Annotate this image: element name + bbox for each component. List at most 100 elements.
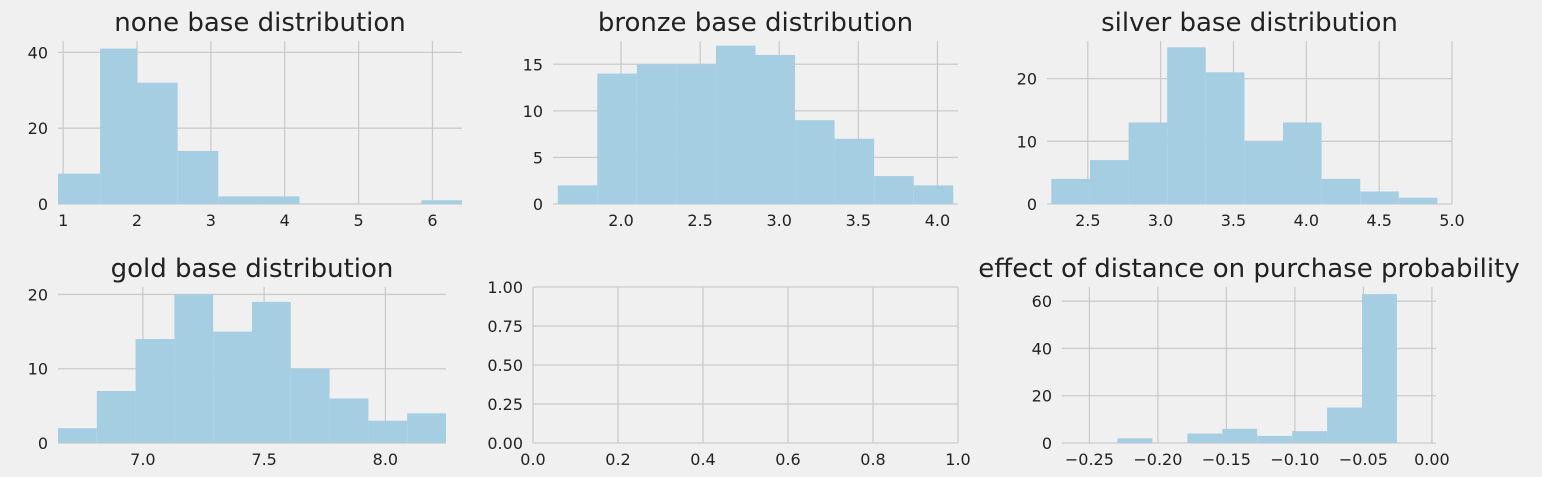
x-tick-label: 2 (132, 211, 142, 230)
x-tick-label: 7.5 (251, 450, 276, 469)
x-tick-label: −0.10 (1270, 450, 1319, 469)
x-tick-label: 0.6 (775, 450, 800, 469)
x-tick-label: −0.20 (1133, 450, 1182, 469)
y-tick-label: 5 (533, 148, 543, 167)
histogram-bar (1244, 141, 1284, 204)
subplot-1: 1 2 3 4 5 6 0 20 40 none base distribution (28, 8, 462, 230)
x-tick-label: 7.0 (130, 450, 155, 469)
histogram-bar (1222, 428, 1258, 443)
y-tick-label: 10 (1017, 132, 1037, 151)
y-tick-label: 0 (38, 434, 48, 453)
x-tick-label: 4.0 (925, 211, 950, 230)
histogram-bar (1321, 178, 1361, 204)
subplot-4: 7.0 7.5 8.0 0 10 20 gold base distribution (28, 254, 446, 469)
subplot-6: −0.25 −0.20 −0.15 −0.10 −0.05 0.00 0 20 40 60 effe… (978, 254, 1519, 469)
histogram-bar (1283, 122, 1322, 204)
histogram-bar (874, 176, 914, 204)
histogram-bar (1051, 178, 1090, 204)
subplot-3: 2.5 3.0 3.5 4.0 4.5 5.0 0 10 20 silver base distr… (1017, 8, 1465, 230)
y-tick-label: 60 (1032, 292, 1052, 311)
histogram-bar (96, 391, 136, 443)
histogram-bar (177, 150, 219, 204)
x-tick-label: 0.00 (1414, 450, 1450, 469)
chart-title: effect of distance on purchase probabili… (978, 254, 1519, 284)
y-tick-label: 10 (523, 102, 543, 121)
histogram-bar (368, 420, 408, 443)
x-tick-label: 2.5 (1075, 211, 1100, 230)
histogram-bar (676, 64, 716, 205)
y-tick-label: 20 (1032, 387, 1052, 406)
histogram-bar (1327, 407, 1363, 443)
chart-title: silver base distribution (1101, 8, 1398, 38)
x-tick-label: −0.15 (1202, 450, 1251, 469)
histogram-bar (834, 138, 875, 204)
histogram-bar (715, 45, 756, 205)
x-tick-label: 3.5 (1221, 211, 1246, 230)
histogram-bar (407, 413, 446, 443)
histogram-bar (1187, 433, 1223, 443)
x-tick-label: 4.5 (1366, 211, 1391, 230)
chart-title: gold base distribution (111, 254, 394, 284)
y-tick-label: 0.75 (487, 317, 523, 336)
histogram-bar (1257, 435, 1293, 443)
histogram-bar (1398, 197, 1438, 204)
x-tick-label: 6 (427, 211, 437, 230)
x-tick-label: 3 (206, 211, 216, 230)
x-tick-label: 0.4 (690, 450, 715, 469)
x-tick-label: 4.0 (1294, 211, 1319, 230)
histogram-bar (290, 368, 330, 443)
y-tick-label: 20 (28, 285, 48, 304)
histogram-bar (421, 200, 462, 204)
histogram-bar (100, 48, 138, 205)
y-tick-label: 0 (1027, 195, 1037, 214)
x-tick-label: 8.0 (373, 450, 398, 469)
histogram-bar (218, 196, 259, 204)
x-tick-label: −0.05 (1339, 450, 1388, 469)
histogram-bar (1089, 160, 1129, 204)
x-tick-label: 2.0 (608, 211, 633, 230)
histogram-bar (1128, 122, 1168, 204)
y-tick-label: 0 (1042, 434, 1052, 453)
histogram-bar (1292, 431, 1328, 443)
subplot-2: 2.0 2.5 3.0 3.5 4.0 0 5 10 15 bronze base distrib… (523, 8, 958, 230)
histogram-bar (597, 73, 637, 204)
histogram-bar (252, 301, 291, 443)
x-tick-label: 2.5 (687, 211, 712, 230)
x-tick-label: −0.25 (1065, 450, 1114, 469)
y-tick-label: 20 (1017, 70, 1037, 89)
x-tick-label: 3.0 (1148, 211, 1173, 230)
subplot-5: 0.0 0.2 0.4 0.6 0.8 1.0 0.00 0.25 0.50 0.75 1.00 (487, 278, 970, 469)
y-tick-label: 0.00 (487, 434, 523, 453)
x-tick-label: 0.8 (860, 450, 885, 469)
x-tick-label: 4 (280, 211, 290, 230)
y-tick-label: 1.00 (487, 278, 523, 297)
y-tick-label: 15 (523, 55, 543, 74)
y-tick-label: 0.25 (487, 395, 523, 414)
histogram-bar (636, 64, 677, 205)
y-tick-label: 10 (28, 360, 48, 379)
x-tick-label: 0.2 (605, 450, 630, 469)
histogram-bar (1205, 72, 1245, 204)
histogram-bar (258, 196, 300, 204)
histogram-bar (329, 398, 369, 443)
histogram-bar (135, 339, 175, 443)
x-tick-label: 5.0 (1439, 211, 1464, 230)
histogram-bar (58, 173, 101, 204)
x-tick-label: 1.0 (945, 450, 970, 469)
histogram-bar (174, 294, 214, 443)
y-tick-label: 0 (38, 195, 48, 214)
y-tick-label: 40 (28, 43, 48, 62)
histogram-bar (1167, 47, 1206, 205)
histogram-bar (557, 185, 598, 204)
histogram-bar (755, 54, 796, 204)
x-tick-label: 5 (354, 211, 364, 230)
histogram-bar (795, 120, 835, 204)
histogram-bar (137, 82, 178, 204)
histogram-bar (58, 428, 97, 443)
histogram-bar (913, 185, 954, 204)
histogram-bar (1362, 294, 1397, 443)
histogram-bar (1117, 438, 1153, 443)
chart-title: bronze base distribution (598, 8, 913, 38)
chart-title: none base distribution (114, 8, 406, 38)
histogram-bar (213, 331, 252, 443)
